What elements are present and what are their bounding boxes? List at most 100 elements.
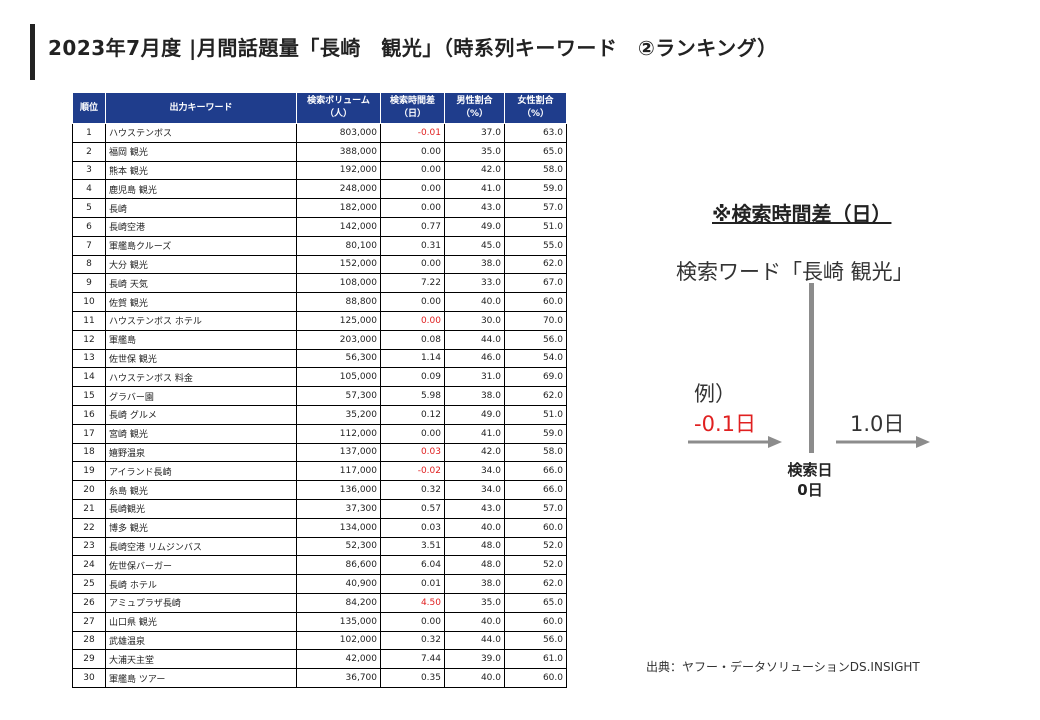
rank-cell: 4 bbox=[72, 179, 106, 200]
male-ratio-cell: 44.0 bbox=[444, 329, 505, 350]
volume-cell: 137,000 bbox=[296, 442, 381, 463]
rank-cell: 29 bbox=[72, 649, 106, 670]
header-male-ratio: 男性割合 （%） bbox=[444, 92, 505, 124]
table-row: 8 大分 観光 152,000 0.00 38.0 62.0 bbox=[72, 254, 567, 275]
keyword-cell: 大分 観光 bbox=[105, 254, 297, 275]
female-ratio-cell: 70.0 bbox=[504, 310, 567, 331]
rank-cell: 28 bbox=[72, 630, 106, 651]
rank-cell: 7 bbox=[72, 235, 106, 256]
rank-cell: 1 bbox=[72, 123, 106, 143]
male-ratio-cell: 39.0 bbox=[444, 649, 505, 670]
volume-cell: 117,000 bbox=[296, 461, 381, 482]
volume-cell: 112,000 bbox=[296, 423, 381, 444]
male-ratio-cell: 40.0 bbox=[444, 611, 505, 632]
male-ratio-cell: 41.0 bbox=[444, 179, 505, 200]
right-arrow-icon bbox=[836, 436, 930, 448]
female-ratio-cell: 51.0 bbox=[504, 216, 567, 237]
volume-cell: 56,300 bbox=[296, 348, 381, 369]
header-female-ratio: 女性割合 （%） bbox=[504, 92, 567, 124]
rank-cell: 25 bbox=[72, 574, 106, 594]
table-header-row: 順位 出力キーワード 検索ボリューム （人） 検索時間差 （日） 男性割合 （%） 女… bbox=[72, 92, 567, 124]
volume-cell: 105,000 bbox=[296, 367, 381, 388]
female-ratio-cell: 52.0 bbox=[504, 555, 567, 576]
keyword-cell: ハウステンボス bbox=[105, 123, 297, 143]
search-day-line bbox=[809, 283, 814, 453]
rank-cell: 3 bbox=[72, 160, 106, 181]
time-diff-cell: 0.31 bbox=[380, 235, 445, 256]
time-diff-cell: 0.00 bbox=[380, 292, 445, 312]
time-diff-cell: 0.00 bbox=[380, 179, 445, 200]
volume-cell: 35,200 bbox=[296, 404, 381, 425]
volume-cell: 86,600 bbox=[296, 555, 381, 576]
source-credit: 出典：ヤフー・データソリューションDS.INSIGHT bbox=[646, 660, 920, 674]
volume-cell: 80,100 bbox=[296, 235, 381, 256]
rank-cell: 30 bbox=[72, 668, 106, 688]
female-ratio-cell: 56.0 bbox=[504, 329, 567, 350]
male-ratio-cell: 31.0 bbox=[444, 367, 505, 388]
keyword-cell: 福岡 観光 bbox=[105, 141, 297, 162]
time-diff-cell: 1.14 bbox=[380, 348, 445, 369]
male-ratio-cell: 38.0 bbox=[444, 386, 505, 406]
time-diff-cell: 0.32 bbox=[380, 630, 445, 651]
time-diff-cell: -0.02 bbox=[380, 461, 445, 482]
male-ratio-cell: 40.0 bbox=[444, 517, 505, 538]
volume-cell: 57,300 bbox=[296, 386, 381, 406]
female-ratio-cell: 51.0 bbox=[504, 404, 567, 425]
rank-cell: 27 bbox=[72, 611, 106, 632]
rank-cell: 14 bbox=[72, 367, 106, 388]
example-label: 例） bbox=[694, 382, 736, 406]
rank-cell: 15 bbox=[72, 386, 106, 406]
keyword-cell: 大浦天主堂 bbox=[105, 649, 297, 670]
male-ratio-cell: 40.0 bbox=[444, 668, 505, 688]
female-ratio-cell: 55.0 bbox=[504, 235, 567, 256]
time-diff-cell: 0.32 bbox=[380, 480, 445, 500]
time-diff-cell: 0.35 bbox=[380, 668, 445, 688]
male-ratio-cell: 40.0 bbox=[444, 292, 505, 312]
table-row: 3 熊本 観光 192,000 0.00 42.0 58.0 bbox=[72, 160, 567, 181]
female-ratio-cell: 54.0 bbox=[504, 348, 567, 369]
volume-cell: 136,000 bbox=[296, 480, 381, 500]
time-diff-cell: 0.00 bbox=[380, 423, 445, 444]
rank-cell: 23 bbox=[72, 536, 106, 557]
time-diff-cell: 0.77 bbox=[380, 216, 445, 237]
male-ratio-cell: 41.0 bbox=[444, 423, 505, 444]
rank-cell: 9 bbox=[72, 273, 106, 294]
table-row: 14 ハウステンボス 料金 105,000 0.09 31.0 69.0 bbox=[72, 367, 567, 388]
negative-offset-label: -0.1日 bbox=[694, 412, 756, 436]
male-ratio-cell: 30.0 bbox=[444, 310, 505, 331]
volume-cell: 142,000 bbox=[296, 216, 381, 237]
female-ratio-cell: 61.0 bbox=[504, 649, 567, 670]
table-row: 6 長崎空港 142,000 0.77 49.0 51.0 bbox=[72, 216, 567, 237]
rank-cell: 13 bbox=[72, 348, 106, 369]
time-diff-cell: 0.00 bbox=[380, 254, 445, 275]
female-ratio-cell: 58.0 bbox=[504, 160, 567, 181]
male-ratio-cell: 49.0 bbox=[444, 216, 505, 237]
rank-cell: 18 bbox=[72, 442, 106, 463]
female-ratio-cell: 62.0 bbox=[504, 574, 567, 594]
male-ratio-cell: 34.0 bbox=[444, 480, 505, 500]
ranking-table: 順位 出力キーワード 検索ボリューム （人） 検索時間差 （日） 男性割合 （%） 女… bbox=[72, 92, 567, 688]
table-row: 28 武雄温泉 102,000 0.32 44.0 56.0 bbox=[72, 630, 567, 651]
rank-cell: 11 bbox=[72, 310, 106, 331]
keyword-cell: ハウステンボス 料金 bbox=[105, 367, 297, 388]
table-row: 24 佐世保バーガー 86,600 6.04 48.0 52.0 bbox=[72, 555, 567, 576]
male-ratio-cell: 49.0 bbox=[444, 404, 505, 425]
rank-cell: 20 bbox=[72, 480, 106, 500]
volume-cell: 203,000 bbox=[296, 329, 381, 350]
time-diff-cell: 0.00 bbox=[380, 310, 445, 331]
time-diff-cell: 0.00 bbox=[380, 611, 445, 632]
table-row: 17 宮崎 観光 112,000 0.00 41.0 59.0 bbox=[72, 423, 567, 444]
time-diff-cell: 0.09 bbox=[380, 367, 445, 388]
female-ratio-cell: 57.0 bbox=[504, 498, 567, 519]
table-row: 19 アイランド長崎 117,000 -0.02 34.0 66.0 bbox=[72, 461, 567, 482]
table-row: 4 鹿児島 観光 248,000 0.00 41.0 59.0 bbox=[72, 179, 567, 200]
female-ratio-cell: 65.0 bbox=[504, 592, 567, 613]
keyword-cell: グラバー園 bbox=[105, 386, 297, 406]
female-ratio-cell: 59.0 bbox=[504, 423, 567, 444]
keyword-cell: 武雄温泉 bbox=[105, 630, 297, 651]
time-diff-cell: 0.01 bbox=[380, 574, 445, 594]
female-ratio-cell: 58.0 bbox=[504, 442, 567, 463]
time-diff-cell: 4.50 bbox=[380, 592, 445, 613]
female-ratio-cell: 66.0 bbox=[504, 480, 567, 500]
volume-cell: 135,000 bbox=[296, 611, 381, 632]
